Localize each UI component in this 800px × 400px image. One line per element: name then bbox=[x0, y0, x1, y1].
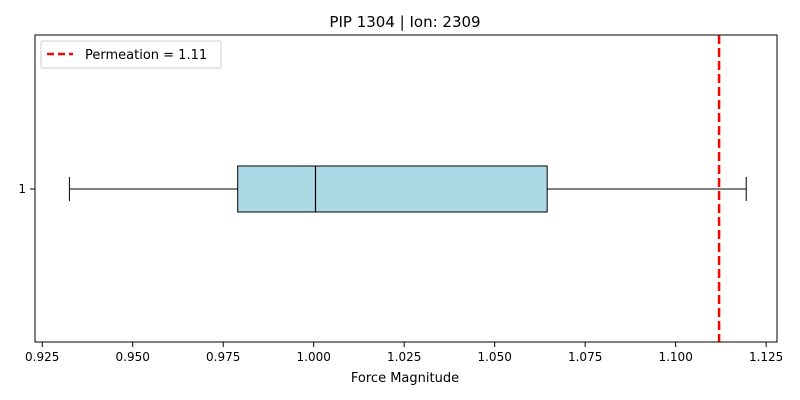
y-axis: 1 bbox=[18, 182, 35, 196]
plot-area bbox=[34, 34, 778, 343]
x-tick-label: 0.950 bbox=[116, 350, 150, 364]
x-tick-label: 1.000 bbox=[297, 350, 331, 364]
x-tick-label: 0.925 bbox=[25, 350, 59, 364]
x-tick-label: 0.975 bbox=[206, 350, 240, 364]
x-axis-label: Force Magnitude bbox=[351, 371, 459, 386]
legend-label: Permeation = 1.11 bbox=[85, 48, 207, 63]
legend: Permeation = 1.11 bbox=[40, 40, 222, 69]
x-axis: 0.925 0.950 0.975 1.000 1.025 1.050 1.075 1.100… bbox=[25, 342, 783, 364]
x-tick-label: 1.075 bbox=[568, 350, 602, 364]
x-tick-label: 1.100 bbox=[658, 350, 692, 364]
y-tick-label: 1 bbox=[18, 182, 26, 196]
legend-frame bbox=[40, 40, 222, 69]
x-tick-label: 1.125 bbox=[749, 350, 783, 364]
chart-title: PIP 1304 | Ion: 2309 bbox=[329, 13, 480, 31]
x-tick-label: 1.025 bbox=[387, 350, 421, 364]
x-tick-label: 1.050 bbox=[477, 350, 511, 364]
box-series bbox=[68, 165, 747, 213]
box-iqr bbox=[237, 165, 548, 213]
